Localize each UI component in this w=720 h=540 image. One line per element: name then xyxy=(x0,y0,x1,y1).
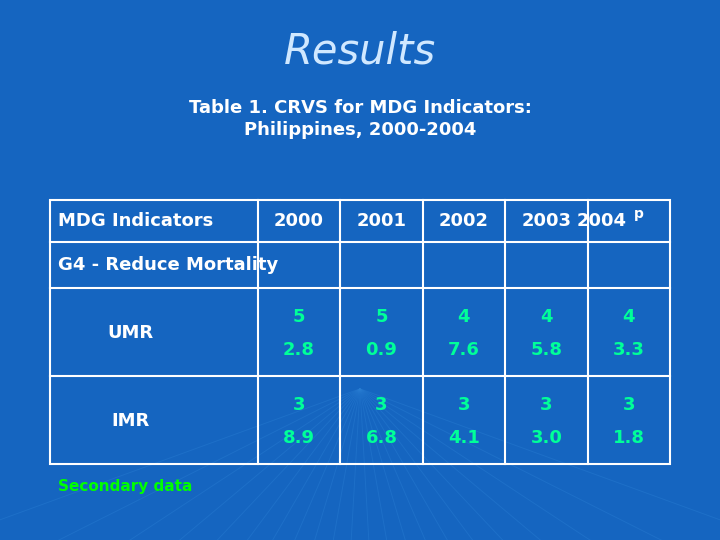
Text: 3: 3 xyxy=(623,396,635,414)
Bar xyxy=(50,200,670,464)
Text: 2004: 2004 xyxy=(577,212,627,230)
Text: 3: 3 xyxy=(293,396,305,414)
Text: 3: 3 xyxy=(375,396,387,414)
Text: 3.3: 3.3 xyxy=(613,341,644,359)
Text: 5: 5 xyxy=(375,308,387,326)
Text: IMR: IMR xyxy=(112,413,150,430)
Text: 5: 5 xyxy=(293,308,305,326)
Text: Secondary data: Secondary data xyxy=(58,478,192,494)
Text: 7.6: 7.6 xyxy=(448,341,480,359)
Text: p: p xyxy=(634,207,644,221)
Text: Philippines, 2000-2004: Philippines, 2000-2004 xyxy=(244,121,476,139)
Text: UMR: UMR xyxy=(107,325,154,342)
Text: 2001: 2001 xyxy=(356,212,406,230)
Text: 2000: 2000 xyxy=(274,212,324,230)
Text: Results: Results xyxy=(284,31,436,73)
Text: Table 1. CRVS for MDG Indicators:: Table 1. CRVS for MDG Indicators: xyxy=(189,99,531,117)
Text: 3: 3 xyxy=(540,396,552,414)
Text: 0.9: 0.9 xyxy=(366,341,397,359)
Text: 2003: 2003 xyxy=(521,212,571,230)
Text: 3.0: 3.0 xyxy=(531,429,562,447)
Text: 4: 4 xyxy=(623,308,635,326)
Text: 5.8: 5.8 xyxy=(531,341,562,359)
Text: 6.8: 6.8 xyxy=(365,429,397,447)
Text: 4: 4 xyxy=(540,308,552,326)
Text: 2002: 2002 xyxy=(439,212,489,230)
Text: 3: 3 xyxy=(458,396,470,414)
Text: 4.1: 4.1 xyxy=(448,429,480,447)
Text: 2.8: 2.8 xyxy=(283,341,315,359)
Text: G4 - Reduce Mortality: G4 - Reduce Mortality xyxy=(58,256,278,274)
Text: 1.8: 1.8 xyxy=(613,429,645,447)
Text: 4: 4 xyxy=(458,308,470,326)
Text: 8.9: 8.9 xyxy=(283,429,315,447)
Text: MDG Indicators: MDG Indicators xyxy=(58,212,213,230)
